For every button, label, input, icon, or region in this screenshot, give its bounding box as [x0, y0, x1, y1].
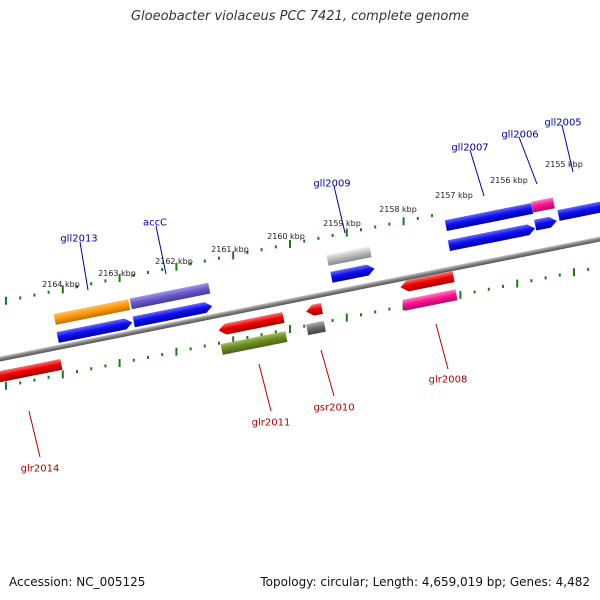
gene-label-gll2007: gll2007	[451, 143, 488, 154]
gene-gsr2010-arrow	[306, 303, 323, 316]
accession-text: Accession: NC_005125	[9, 575, 146, 589]
ruler-ticks-reverse	[5, 267, 590, 390]
gene-label-glr2011: glr2011	[252, 418, 291, 429]
map-title: Gloeobacter violaceus PCC 7421, complete…	[130, 9, 470, 24]
gene-label-gll2013: gll2013	[60, 234, 97, 245]
gene-gll2013-arrow	[56, 318, 133, 343]
tick-label-2163-kbp: 2163 kbp	[98, 269, 136, 278]
leader-line-glr2008	[435, 323, 449, 370]
gene-gll2006-arrow	[534, 216, 557, 231]
gene-label-gll2006: gll2006	[501, 130, 538, 141]
label-leader-lines	[28, 124, 574, 458]
ruler-tick-labels: 2155 kbp 2156 kbp 2157 kbp 2158 kbp 2159 kbp…	[42, 160, 583, 289]
topology-text: Topology: circular; Length: 4,659,019 bp…	[260, 575, 590, 589]
gene-features	[0, 197, 600, 384]
gene-label-gsr2010: gsr2010	[313, 403, 354, 414]
tick-label-2164-kbp: 2164 kbp	[42, 280, 80, 289]
gene-label-accC: accC	[143, 218, 167, 229]
backbone-bar	[0, 233, 600, 365]
gene-gll2005-arrow	[557, 200, 600, 221]
tick-label-2157-kbp: 2157 kbp	[435, 191, 473, 200]
gene-label-glr2008: glr2008	[429, 375, 468, 386]
leader-line-gll2006	[518, 136, 538, 185]
tick-label-2161-kbp: 2161 kbp	[211, 245, 249, 254]
leader-line-accC	[155, 225, 167, 275]
gene-glr2011-arrow	[218, 312, 285, 335]
tick-label-2158-kbp: 2158 kbp	[379, 205, 417, 214]
gene-gll2009-arrow	[330, 264, 375, 283]
ruler-ticks-forward	[5, 214, 433, 305]
leader-line-glr2011	[258, 363, 272, 412]
tick-label-2159-kbp: 2159 kbp	[323, 219, 361, 228]
gene-label-gll2005: gll2005	[544, 118, 581, 129]
gene-gll2009-bar	[326, 246, 372, 266]
gene-accC-bar	[129, 282, 211, 310]
gene-gll2007-arrow	[447, 224, 536, 252]
leader-line-gsr2010	[320, 349, 335, 397]
leader-line-gll2009	[333, 185, 346, 234]
tick-label-2156-kbp: 2156 kbp	[490, 176, 528, 185]
gene-glr2011-bar	[220, 331, 288, 355]
leader-line-gll2007	[469, 149, 485, 197]
gene-gll2006-bar	[531, 197, 555, 213]
gene-gll2013-bar	[53, 299, 131, 325]
gene-glr2014-bar	[0, 358, 63, 384]
leader-line-gll2005	[561, 124, 574, 173]
leader-line-gll2013	[79, 241, 89, 291]
gene-glr2008-bar	[402, 289, 458, 311]
tick-label-2155-kbp: 2155 kbp	[545, 160, 583, 169]
tick-label-2162-kbp: 2162 kbp	[155, 257, 193, 266]
tick-label-2160-kbp: 2160 kbp	[267, 232, 305, 241]
gene-gsr2010-bar	[306, 320, 326, 336]
gene-labels: gll2005 gll2006 gll2007 gll2009 accC gll2013 g…	[21, 118, 582, 475]
gene-label-gll2009: gll2009	[313, 179, 350, 190]
gene-accC-arrow	[132, 302, 213, 328]
gene-label-glr2014: glr2014	[21, 464, 60, 475]
leader-line-glr2014	[28, 410, 41, 458]
genome-backbone	[0, 233, 600, 365]
gene-glr2008-arrow	[400, 271, 455, 292]
gene-gll2007-bar	[444, 202, 534, 232]
